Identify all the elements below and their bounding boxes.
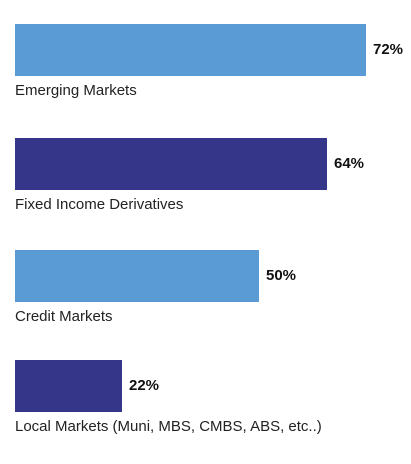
bar-value-label: 22% [129,377,160,394]
category-label: Fixed Income Derivatives [15,196,184,213]
bar-row: 64% Fixed Income Derivatives [0,138,411,242]
bar-row: 22% Local Markets (Muni, MBS, CMBS, ABS, … [0,360,411,464]
bar [15,250,259,302]
bar-row: 72% Emerging Markets [0,24,411,128]
bar-value-label: 64% [334,155,365,172]
bar [15,24,366,76]
bar-value-label: 50% [266,267,297,284]
category-label: Emerging Markets [15,82,137,99]
bar-row: 50% Credit Markets [0,250,411,354]
category-label: Credit Markets [15,308,113,325]
bar-value-label: 72% [373,41,404,58]
bar [15,360,122,412]
category-label: Local Markets (Muni, MBS, CMBS, ABS, etc… [15,418,322,435]
bar [15,138,327,190]
